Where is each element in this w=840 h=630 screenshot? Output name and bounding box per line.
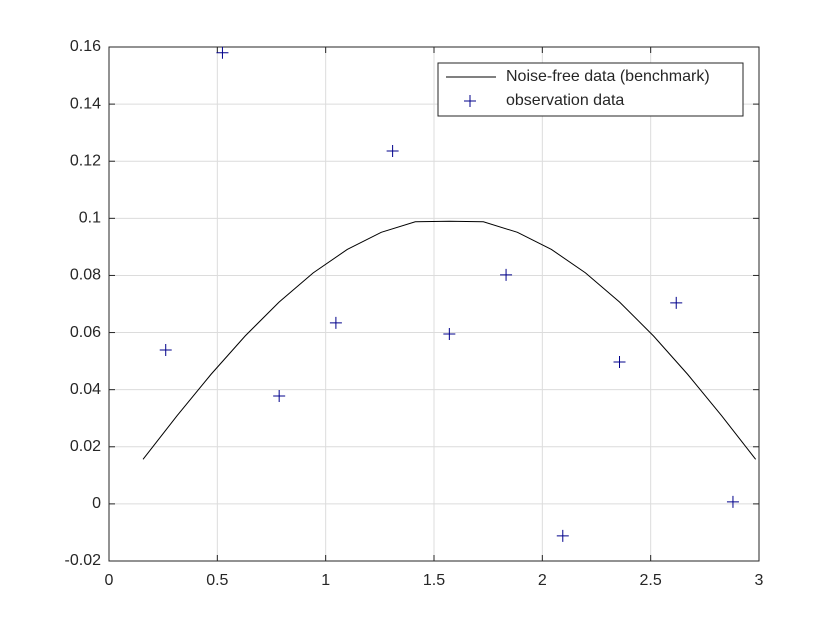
marker xyxy=(329,316,342,329)
marker xyxy=(613,355,626,368)
x-tick-label: 0.5 xyxy=(206,572,228,589)
marker xyxy=(386,144,399,157)
legend-label: Noise-free data (benchmark) xyxy=(506,68,710,85)
legend-box xyxy=(437,62,744,117)
marker xyxy=(500,268,513,281)
marker xyxy=(443,327,456,340)
y-tick-label: 0.06 xyxy=(70,324,101,341)
y-tick-label: 0.08 xyxy=(70,267,101,284)
y-tick-label: 0.14 xyxy=(70,95,101,112)
x-tick-label: 1 xyxy=(321,572,330,589)
x-tick-label: 2.5 xyxy=(640,572,662,589)
x-tick-label: 1.5 xyxy=(423,572,445,589)
line xyxy=(142,220,757,460)
y-tick-label: 0.1 xyxy=(79,210,101,227)
y-tick-label: 0.16 xyxy=(70,38,101,55)
y-tick-label: 0 xyxy=(92,495,101,512)
x-tick-label: 2 xyxy=(538,572,547,589)
marker xyxy=(670,296,683,309)
y-tick-label: 0.04 xyxy=(70,381,101,398)
y-tick-label: 0.02 xyxy=(70,438,101,455)
marker xyxy=(273,389,286,402)
x-tick-label: 3 xyxy=(755,572,764,589)
marker xyxy=(159,343,172,356)
axes-box xyxy=(108,46,760,562)
marker xyxy=(556,529,569,542)
legend-label: observation data xyxy=(506,92,624,109)
y-tick-label: 0.12 xyxy=(70,152,101,169)
marker xyxy=(216,46,229,59)
legend-marker xyxy=(464,95,476,107)
x-tick-label: 0 xyxy=(105,572,114,589)
marker xyxy=(726,495,739,508)
y-tick-label: -0.02 xyxy=(65,552,102,569)
